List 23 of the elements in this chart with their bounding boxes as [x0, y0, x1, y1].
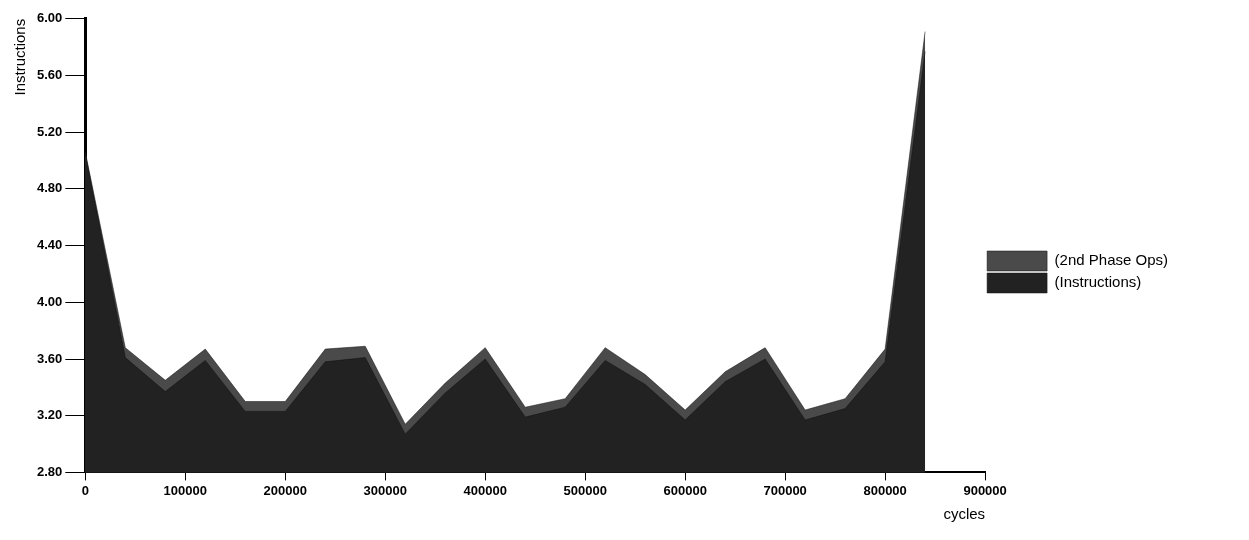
y-tick-label: 3.60	[36, 350, 63, 366]
y-tick-label: 4.40	[36, 237, 63, 253]
x-tick-label: 100000	[163, 482, 207, 498]
legend-label: (2nd Phase Ops)	[1054, 251, 1169, 269]
x-tick-label: 0	[81, 482, 89, 498]
y-tick-label: 4.00	[36, 293, 63, 309]
y-tick-label: 2.80	[36, 463, 63, 479]
x-tick-label: 900000	[963, 482, 1007, 498]
y-tick-label: 3.20	[36, 407, 63, 423]
x-tick-label: 800000	[863, 482, 907, 498]
y-tick-label: 4.80	[36, 180, 63, 196]
x-tick-label: 300000	[363, 482, 407, 498]
y-tick-label: 5.20	[36, 123, 63, 139]
x-tick-label: 400000	[463, 482, 507, 498]
x-tick-label: 500000	[563, 482, 607, 498]
x-tick-label: 700000	[763, 482, 807, 498]
x-axis-title: cycles	[943, 505, 986, 523]
x-tick-label: 600000	[663, 482, 707, 498]
y-axis-title: Instructions	[11, 18, 29, 96]
x-tick-label: 200000	[263, 482, 307, 498]
y-tick-label: 5.60	[36, 67, 63, 83]
legend-label: (Instructions)	[1054, 273, 1142, 291]
y-tick-label: 6.00	[36, 10, 63, 26]
